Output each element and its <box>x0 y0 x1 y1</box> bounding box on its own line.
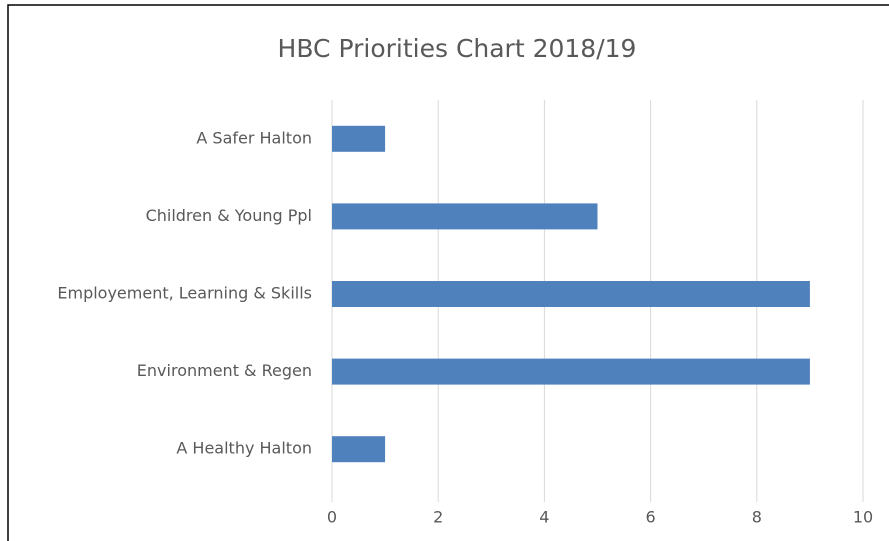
chart-title: HBC Priorities Chart 2018/19 <box>278 34 637 63</box>
x-tick-label: 8 <box>752 508 762 527</box>
bar <box>332 358 810 385</box>
x-tick-label: 2 <box>433 508 443 527</box>
y-tick-label: Employement, Learning & Skills <box>57 284 312 303</box>
bar <box>332 125 386 152</box>
x-tick-label: 10 <box>853 508 873 527</box>
y-tick-label: Children & Young Ppl <box>146 206 312 225</box>
y-tick-label: A Safer Halton <box>196 128 312 147</box>
x-tick-label: 6 <box>646 508 656 527</box>
chart-border <box>7 4 889 541</box>
y-tick-label: Environment & Regen <box>137 361 312 380</box>
x-tick-label: 0 <box>327 508 337 527</box>
bar <box>332 203 598 230</box>
bar <box>332 281 810 307</box>
y-tick-label: A Healthy Halton <box>176 439 312 458</box>
bar <box>332 436 386 463</box>
x-tick-label: 4 <box>539 508 549 527</box>
